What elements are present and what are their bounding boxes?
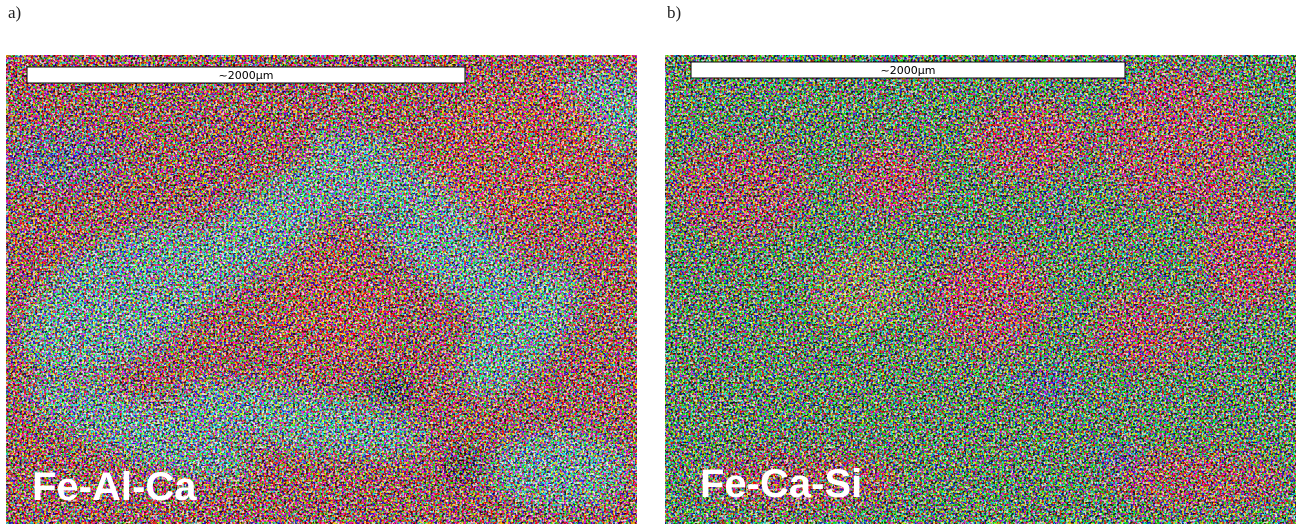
element-map: [665, 55, 1300, 524]
scale-bar-label: ~2000µm: [219, 69, 274, 82]
panel-label: a): [8, 3, 21, 22]
panel-label: b): [667, 3, 681, 22]
element-label: Fe-Ca-Si: [700, 462, 862, 506]
element-label: Fe-Al-Ca: [32, 465, 197, 509]
figure: a) b) ~2000µm Fe-Al-Ca: [0, 0, 1301, 524]
speckle-noise: [6, 55, 637, 524]
scale-bar-label: ~2000µm: [881, 64, 936, 77]
element-map: [0, 55, 650, 524]
speckle-noise: [665, 55, 1296, 524]
